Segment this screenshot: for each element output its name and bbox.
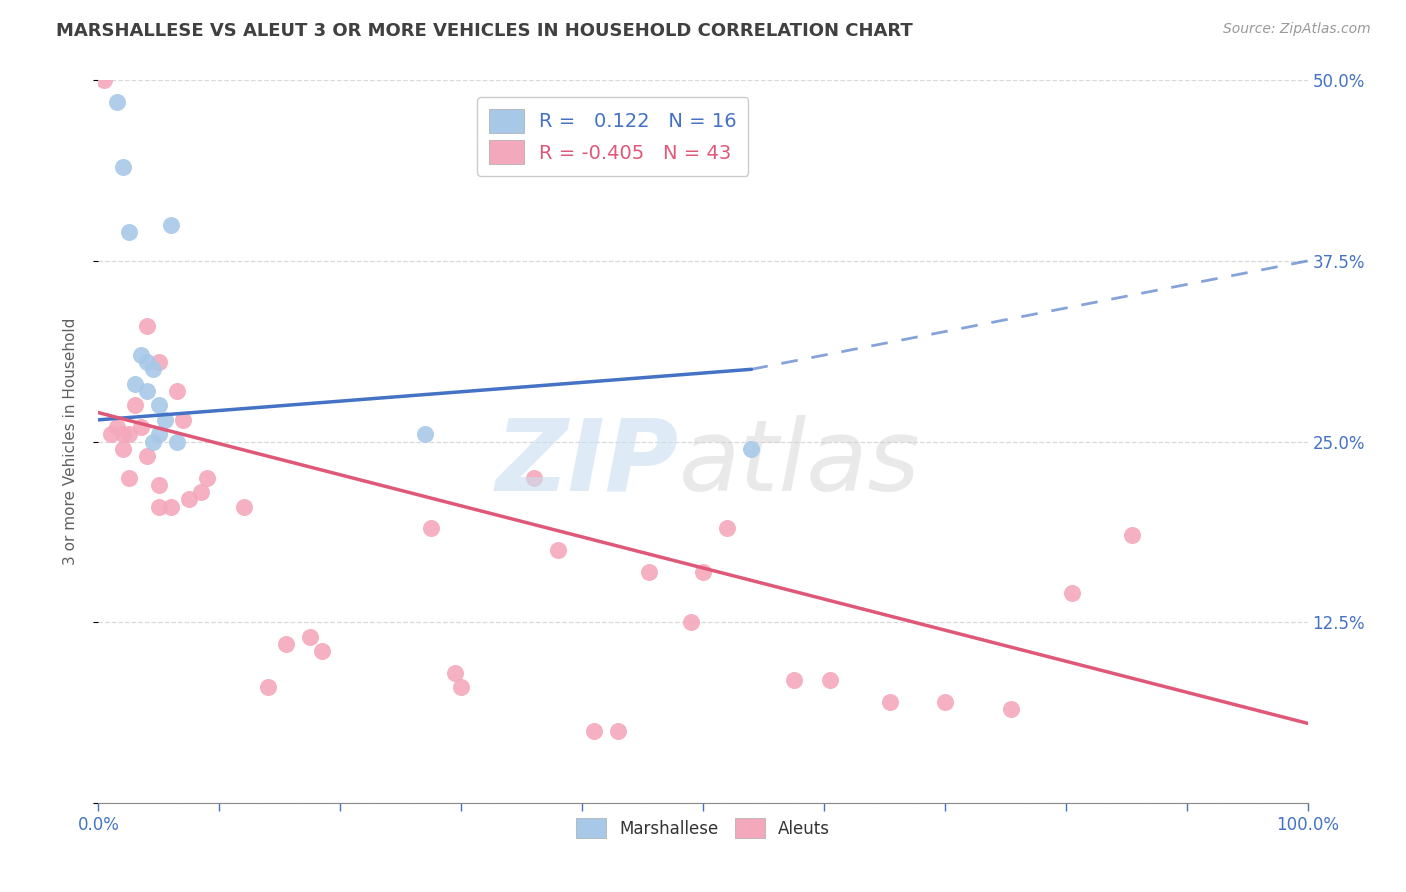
Point xyxy=(166,384,188,398)
Point xyxy=(1060,586,1083,600)
Point xyxy=(256,680,278,694)
Point xyxy=(679,615,702,630)
Text: atlas: atlas xyxy=(679,415,921,512)
Point xyxy=(142,362,165,376)
Point xyxy=(105,420,128,434)
Point xyxy=(523,470,546,484)
Point xyxy=(135,318,157,333)
Point xyxy=(135,384,157,398)
Point xyxy=(100,427,122,442)
Point xyxy=(782,673,804,687)
Point xyxy=(129,348,152,362)
Point xyxy=(232,500,254,514)
Point xyxy=(135,449,157,463)
Point xyxy=(142,434,165,449)
Point xyxy=(93,73,115,87)
Point xyxy=(105,95,128,109)
Point xyxy=(583,723,606,738)
Text: Source: ZipAtlas.com: Source: ZipAtlas.com xyxy=(1223,22,1371,37)
Point xyxy=(450,680,472,694)
Legend: Marshallese, Aleuts: Marshallese, Aleuts xyxy=(569,812,837,845)
Point xyxy=(129,420,152,434)
Point xyxy=(166,434,188,449)
Point xyxy=(124,376,146,391)
Point xyxy=(148,355,170,369)
Point xyxy=(420,521,443,535)
Point xyxy=(111,160,134,174)
Point xyxy=(692,565,714,579)
Point xyxy=(195,470,218,484)
Y-axis label: 3 or more Vehicles in Household: 3 or more Vehicles in Household xyxy=(63,318,77,566)
Point xyxy=(148,478,170,492)
Point xyxy=(1000,702,1022,716)
Point xyxy=(413,427,436,442)
Point xyxy=(444,665,467,680)
Point xyxy=(740,442,762,456)
Point xyxy=(1121,528,1143,542)
Point xyxy=(607,723,630,738)
Point xyxy=(274,637,297,651)
Point xyxy=(111,427,134,442)
Point xyxy=(190,485,212,500)
Point xyxy=(299,630,322,644)
Point xyxy=(179,492,201,507)
Point xyxy=(148,500,170,514)
Text: ZIP: ZIP xyxy=(496,415,679,512)
Point xyxy=(153,413,176,427)
Point xyxy=(160,500,183,514)
Point xyxy=(934,695,956,709)
Text: MARSHALLESE VS ALEUT 3 OR MORE VEHICLES IN HOUSEHOLD CORRELATION CHART: MARSHALLESE VS ALEUT 3 OR MORE VEHICLES … xyxy=(56,22,912,40)
Point xyxy=(172,413,194,427)
Point xyxy=(111,442,134,456)
Point xyxy=(135,355,157,369)
Point xyxy=(818,673,841,687)
Point xyxy=(637,565,659,579)
Point xyxy=(148,427,170,442)
Point xyxy=(160,218,183,232)
Point xyxy=(148,398,170,412)
Point xyxy=(118,427,141,442)
Point xyxy=(879,695,901,709)
Point xyxy=(124,398,146,412)
Point xyxy=(118,225,141,239)
Point xyxy=(118,470,141,484)
Point xyxy=(547,542,569,557)
Point xyxy=(311,644,333,658)
Point xyxy=(716,521,738,535)
